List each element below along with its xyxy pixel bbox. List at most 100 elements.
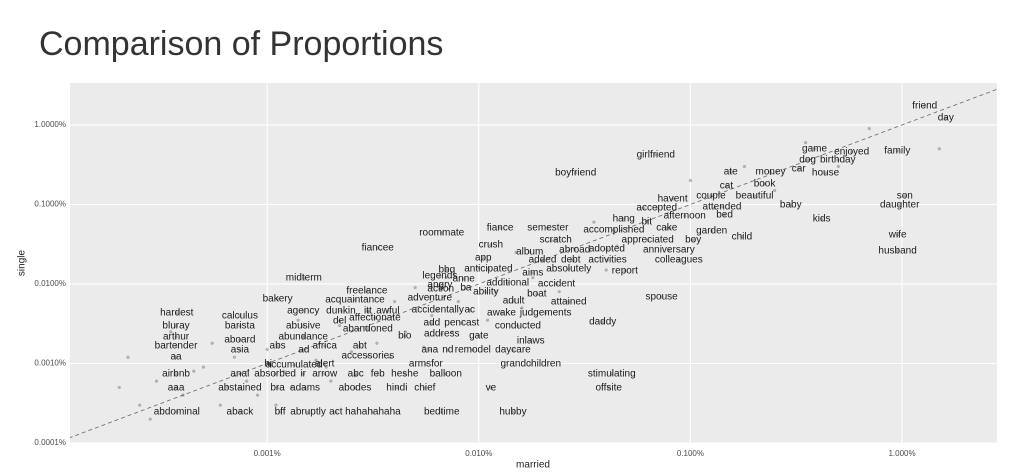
point [531, 276, 535, 280]
word-label: accepted [636, 203, 677, 214]
word-label: abruptly [290, 407, 326, 418]
x-tick-label: 0.001% [254, 449, 281, 458]
point [937, 147, 941, 151]
word-label: abc [348, 369, 364, 380]
point [571, 258, 576, 262]
word-label: aaa [168, 383, 185, 394]
point [528, 250, 532, 254]
point [392, 300, 397, 304]
word-label: agency [287, 306, 319, 317]
point [373, 316, 377, 320]
point [174, 386, 178, 390]
word-label: couple [696, 191, 726, 202]
word-label: son [897, 191, 913, 202]
point [273, 372, 277, 376]
word-label: ve [486, 383, 497, 394]
point [729, 170, 733, 174]
point [462, 277, 466, 281]
point [174, 335, 178, 339]
point [423, 386, 427, 390]
point [266, 362, 270, 366]
point [567, 300, 571, 304]
word-label: awake [487, 308, 516, 319]
word-label: attended [703, 202, 742, 213]
point [302, 334, 307, 338]
point [192, 369, 196, 373]
word-label: car [792, 164, 807, 175]
point [493, 290, 498, 294]
point [752, 194, 757, 198]
word-label: grandchildren [500, 359, 561, 370]
point [225, 385, 230, 390]
point [296, 318, 300, 322]
point [446, 348, 450, 352]
point [762, 182, 767, 186]
word-label: book [754, 179, 777, 190]
word-label: attained [551, 297, 587, 308]
point [677, 258, 681, 262]
word-label: aa [170, 352, 182, 363]
word-label: daughter [880, 200, 920, 211]
point [803, 140, 808, 145]
word-label: cat [720, 181, 734, 192]
point [612, 228, 616, 232]
word-label: bff [275, 407, 286, 418]
word-label: del [333, 316, 346, 327]
word-label: arthur [163, 332, 190, 343]
word-label: birthday [820, 155, 856, 166]
point [289, 385, 293, 390]
word-label: ana [422, 345, 439, 356]
word-label: hi [264, 359, 272, 370]
point [174, 355, 178, 359]
point [823, 171, 828, 175]
word-label: bed [716, 210, 733, 221]
point [520, 306, 524, 310]
word-label: bio [398, 331, 412, 342]
point [375, 341, 379, 345]
point [274, 403, 278, 407]
word-label: itt [364, 306, 372, 317]
point [278, 410, 282, 414]
point [607, 386, 611, 390]
point [742, 164, 747, 169]
point [376, 246, 380, 250]
word-label: airbnb [162, 369, 190, 380]
point [641, 206, 646, 210]
point [338, 319, 342, 323]
word-label: africa [312, 341, 337, 352]
word-label: day [938, 113, 954, 124]
point [655, 206, 659, 210]
word-label: hardest [160, 308, 194, 319]
word-label: bra [270, 383, 285, 394]
word-label: accessories [341, 351, 394, 362]
word-label: bartender [155, 341, 198, 352]
point [255, 393, 260, 397]
point [895, 149, 899, 153]
point [440, 410, 444, 414]
word-label: acquaintance [325, 295, 385, 306]
point [896, 233, 900, 237]
word-label: aboard [224, 335, 255, 346]
point [181, 393, 185, 397]
word-label: beautiful [736, 191, 774, 202]
point [836, 158, 840, 162]
point [671, 197, 675, 201]
word-label: friend [912, 101, 937, 112]
word-label: armsfor [409, 359, 444, 370]
word-label: bakery [263, 294, 293, 305]
point [276, 344, 280, 348]
point [660, 295, 664, 299]
word-label: ir [300, 369, 306, 380]
point [324, 365, 328, 369]
word-label: asia [231, 345, 250, 356]
word-label: child [732, 232, 753, 243]
point [444, 276, 448, 280]
x-axis-label: married [516, 460, 550, 471]
word-label: hindi [386, 383, 407, 394]
point [376, 372, 380, 376]
word-label: abusive [286, 321, 321, 332]
point [403, 372, 407, 376]
point [546, 226, 550, 230]
word-label: wife [888, 230, 907, 241]
